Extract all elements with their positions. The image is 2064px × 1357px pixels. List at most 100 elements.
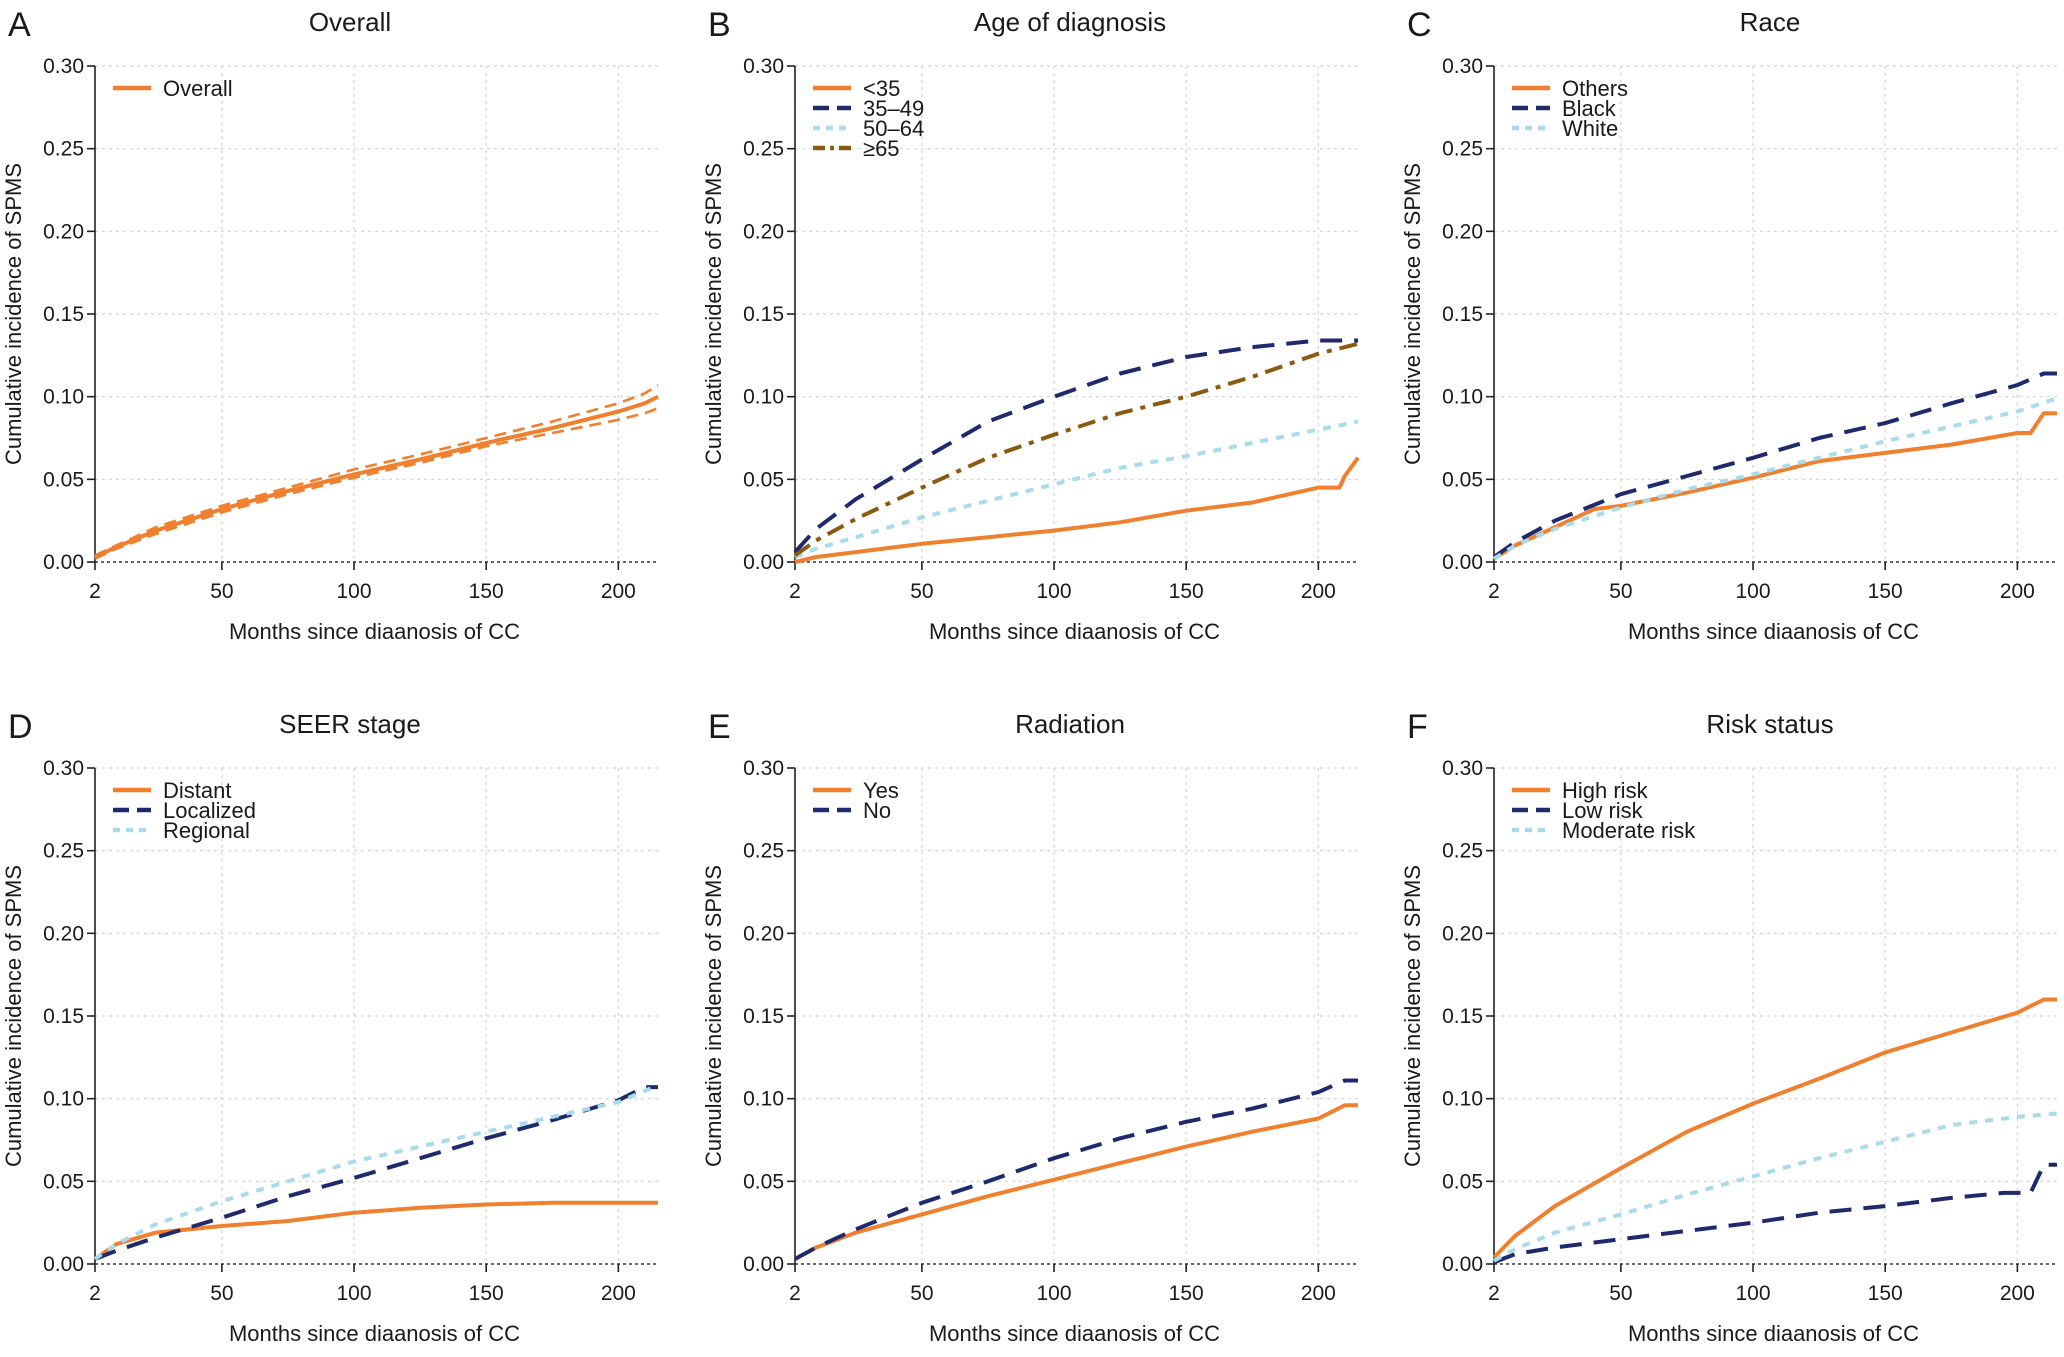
series-line-50-64: [794, 419, 1359, 559]
legend-label: Others: [1562, 76, 1628, 101]
legend-label: No: [863, 798, 891, 823]
x-tick-label: 50: [1609, 1282, 1632, 1305]
y-tick-label: 0.10: [43, 1088, 84, 1111]
x-tick-label: 2: [1488, 580, 1500, 603]
legend-label: Black: [1562, 96, 1617, 121]
panel-letter: B: [708, 6, 731, 44]
ci-lower-line: [94, 406, 659, 560]
legend-label: Regional: [163, 818, 250, 843]
x-axis-label: Months since diaanosis of CC: [1628, 1321, 1919, 1346]
y-tick-label: 0.25: [743, 138, 784, 161]
x-tick-label: 100: [1736, 580, 1771, 603]
panel-c: 0.00 0.05 0.10 0.15 0.20 0.25 0.30 2 50 100 150 200…: [1400, 6, 2058, 644]
y-axis-label: Cumulative incidence of SPMS: [1, 865, 26, 1167]
x-tick-label: 50: [910, 1282, 933, 1305]
y-tick-label: 0.10: [743, 386, 784, 409]
panel-a: 0.00 0.05 0.10 0.15 0.20 0.25 0.30 2 50 100 150 200…: [1, 6, 659, 644]
y-tick-label: 0.10: [1442, 386, 1483, 409]
panel-title: SEER stage: [279, 709, 421, 739]
x-tick-label: 50: [210, 580, 233, 603]
panel-letter: D: [8, 708, 33, 746]
x-tick-label: 200: [2000, 1282, 2035, 1305]
panel-title: Age of diagnosis: [974, 7, 1166, 37]
y-tick-label: 0.30: [743, 757, 784, 780]
y-tick-label: 0.15: [743, 303, 784, 326]
x-tick-label: 2: [789, 580, 801, 603]
panel-title: Overall: [309, 7, 391, 37]
panel-title: Race: [1740, 7, 1801, 37]
panel-b: 0.00 0.05 0.10 0.15 0.20 0.25 0.30 2 50 100 150 200…: [701, 6, 1360, 644]
x-tick-label: 150: [1169, 1282, 1204, 1305]
legend: Overall: [113, 76, 233, 101]
x-tick-label: 200: [1301, 580, 1336, 603]
y-tick-label: 0.10: [1442, 1088, 1483, 1111]
panel-e: 0.00 0.05 0.10 0.15 0.20 0.25 0.30 2 50 100 150 200…: [701, 708, 1358, 1346]
y-tick-label: 0.25: [43, 138, 84, 161]
panel-title: Radiation: [1015, 709, 1125, 739]
series-line-distant: [93, 1200, 658, 1261]
series-line-65: [793, 341, 1359, 558]
y-tick-label: 0.30: [743, 55, 784, 78]
x-tick-label: 2: [789, 1282, 801, 1305]
series-line-35: [794, 456, 1360, 564]
y-axis-label: Cumulative incidence of SPMS: [1400, 865, 1425, 1167]
y-axis-label: Cumulative incidence of SPMS: [1400, 163, 1425, 465]
y-tick-label: 0.25: [1442, 840, 1483, 863]
series-line-regional: [93, 1083, 659, 1261]
panel-letter: F: [1407, 708, 1428, 746]
y-tick-label: 0.25: [1442, 138, 1483, 161]
legend-label: Moderate risk: [1562, 818, 1696, 843]
y-tick-label: 0.25: [743, 840, 784, 863]
y-tick-label: 0.30: [1442, 55, 1483, 78]
y-tick-label: 0.00: [43, 551, 84, 574]
y-tick-label: 0.00: [743, 1253, 784, 1276]
legend-label: Yes: [863, 778, 899, 803]
y-tick-label: 0.05: [743, 1170, 784, 1193]
x-tick-label: 150: [1169, 580, 1204, 603]
y-tick-label: 0.00: [743, 551, 784, 574]
y-tick-label: 0.20: [1442, 922, 1483, 945]
y-tick-label: 0.20: [43, 922, 84, 945]
x-axis-label: Months since diaanosis of CC: [1628, 619, 1919, 644]
x-tick-label: 200: [2000, 580, 2035, 603]
y-tick-label: 0.15: [43, 1005, 84, 1028]
x-axis-label: Months since diaanosis of CC: [229, 1321, 520, 1346]
y-tick-label: 0.15: [1442, 303, 1483, 326]
series-line-low-risk: [1493, 1162, 2057, 1265]
series-line-no: [794, 1078, 1358, 1261]
series-line-moderate-risk: [1493, 1111, 2058, 1263]
x-tick-label: 150: [469, 1282, 504, 1305]
x-tick-label: 200: [601, 1282, 636, 1305]
y-tick-label: 0.05: [43, 1170, 84, 1193]
panel-title: Risk status: [1706, 709, 1833, 739]
x-axis-label: Months since diaanosis of CC: [929, 1321, 1220, 1346]
x-axis-label: Months since diaanosis of CC: [229, 619, 520, 644]
y-tick-label: 0.15: [1442, 1005, 1483, 1028]
legend-label: Localized: [163, 798, 256, 823]
panel-d: 0.00 0.05 0.10 0.15 0.20 0.25 0.30 2 50 100 150 200…: [1, 708, 659, 1346]
x-tick-label: 100: [1736, 1282, 1771, 1305]
series-line-35-49: [793, 338, 1358, 554]
legend-label: Distant: [163, 778, 231, 803]
x-axis-label: Months since diaanosis of CC: [929, 619, 1220, 644]
x-tick-label: 100: [1037, 1282, 1072, 1305]
y-tick-label: 0.30: [1442, 757, 1483, 780]
series-line-overall: [94, 394, 659, 559]
series-line-others: [1492, 411, 2057, 561]
panel-f: 0.00 0.05 0.10 0.15 0.20 0.25 0.30 2 50 100 150 200…: [1400, 708, 2058, 1346]
series-line-high-risk: [1492, 997, 2057, 1259]
y-tick-label: 0.25: [43, 840, 84, 863]
y-axis-label: Cumulative incidence of SPMS: [701, 865, 726, 1167]
x-tick-label: 50: [910, 580, 933, 603]
legend-label: 35–49: [863, 96, 924, 121]
x-tick-label: 100: [337, 580, 372, 603]
x-tick-label: 50: [210, 1282, 233, 1305]
series-line-localized: [94, 1085, 658, 1261]
y-tick-label: 0.10: [743, 1088, 784, 1111]
x-tick-label: 150: [1868, 1282, 1903, 1305]
x-tick-label: 2: [89, 580, 101, 603]
